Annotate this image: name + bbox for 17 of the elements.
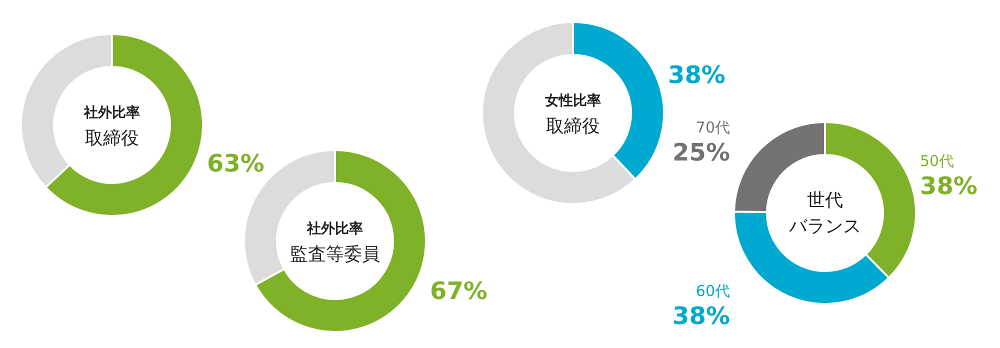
slice-label: 50代 — [920, 152, 954, 170]
slice-label: 70代 — [696, 118, 730, 137]
text: バランス — [788, 216, 861, 237]
data-label: 25% — [672, 138, 730, 167]
text: 社外比率 — [83, 104, 140, 121]
text: 取締役 — [546, 116, 600, 137]
text: 社外比率 — [306, 220, 363, 237]
slice-label: 60代 — [696, 282, 730, 300]
data-label: 38% — [920, 172, 978, 200]
data-label: 38% — [668, 61, 726, 90]
data-label: 67% — [430, 276, 488, 305]
text: 監査等委員 — [290, 244, 380, 265]
text: 女性比率 — [544, 92, 601, 109]
text: 世代 — [807, 190, 843, 211]
data-label: 63% — [207, 150, 264, 178]
data-label: 38% — [672, 302, 730, 330]
text: 取締役 — [85, 128, 139, 149]
